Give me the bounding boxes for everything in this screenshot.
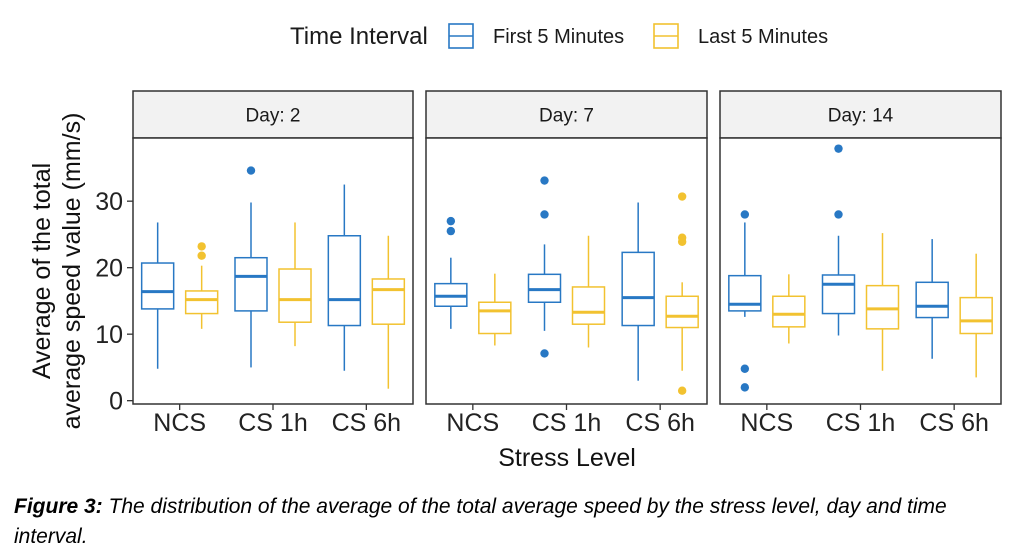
box-iqr (140, 262, 175, 310)
outlier-point (197, 251, 206, 260)
box-iqr (772, 295, 806, 328)
box-iqr (371, 278, 406, 325)
outlier-point (677, 233, 687, 242)
facet-panel (132, 137, 414, 405)
x-tick-label: NCS (740, 409, 793, 437)
facet-strip-label: Day: 2 (246, 106, 301, 127)
facet-panel (719, 137, 1002, 405)
y-tick-label: 0 (109, 388, 123, 416)
caption-label: Figure 3: (14, 495, 103, 518)
box-iqr (915, 281, 949, 319)
x-tick-label: NCS (153, 409, 206, 437)
outlier-point (540, 349, 549, 358)
outlier-point (834, 210, 843, 219)
facet-strip-label: Day: 14 (828, 106, 894, 127)
facet-strip (425, 90, 708, 139)
legend-title: Time Interval (290, 23, 428, 50)
x-tick-label: CS 6h (919, 409, 988, 437)
x-tick-label: NCS (446, 409, 499, 437)
boxplot-figure: Time Interval First 5 Minutes Last 5 Minut… (28, 23, 1002, 472)
legend-entry-label: First 5 Minutes (493, 26, 624, 48)
x-tick-label: CS 1h (532, 409, 601, 437)
box-iqr (865, 284, 900, 330)
facet-panel (425, 137, 708, 405)
box-iqr (665, 295, 699, 329)
outlier-point (540, 176, 549, 185)
caption-text: The distribution of the average of the t… (14, 495, 947, 548)
outlier-point (740, 383, 750, 392)
y-tick-label: 10 (95, 321, 123, 349)
outlier-point (677, 192, 687, 201)
outlier-point (540, 210, 549, 219)
box-iqr (327, 235, 362, 327)
facet-strip (132, 90, 414, 139)
x-tick-label: CS 1h (826, 409, 895, 437)
y-tick-label: 30 (95, 188, 123, 216)
box-iqr (821, 274, 856, 315)
x-axis-label: Stress Level (498, 444, 636, 472)
outlier-point (197, 242, 206, 251)
y-tick-label: 20 (95, 255, 123, 283)
box-iqr (234, 256, 268, 312)
outlier-point (740, 210, 750, 219)
outlier-point (246, 166, 256, 175)
x-tick-label: CS 1h (238, 409, 307, 437)
box-iqr (571, 286, 606, 325)
y-axis-label-line1: Average of the total (28, 163, 56, 379)
outlier-point (834, 144, 843, 153)
box-iqr (959, 296, 993, 335)
box-iqr (184, 290, 219, 315)
y-axis-label-line2: average speed value (mm/s) (58, 113, 86, 430)
outlier-point (446, 216, 456, 226)
x-tick-label: CS 6h (625, 409, 694, 437)
outlier-point (677, 386, 687, 395)
box-iqr (478, 301, 512, 335)
x-tick-label: CS 6h (332, 409, 401, 437)
legend-entry-label: Last 5 Minutes (698, 26, 828, 48)
facet-strip-label: Day: 7 (539, 106, 594, 127)
outlier-point (446, 226, 456, 236)
outlier-point (740, 364, 750, 373)
box-iqr (621, 251, 655, 327)
box-iqr (278, 268, 312, 323)
figure-caption: Figure 3: The distribution of the averag… (14, 492, 1014, 552)
